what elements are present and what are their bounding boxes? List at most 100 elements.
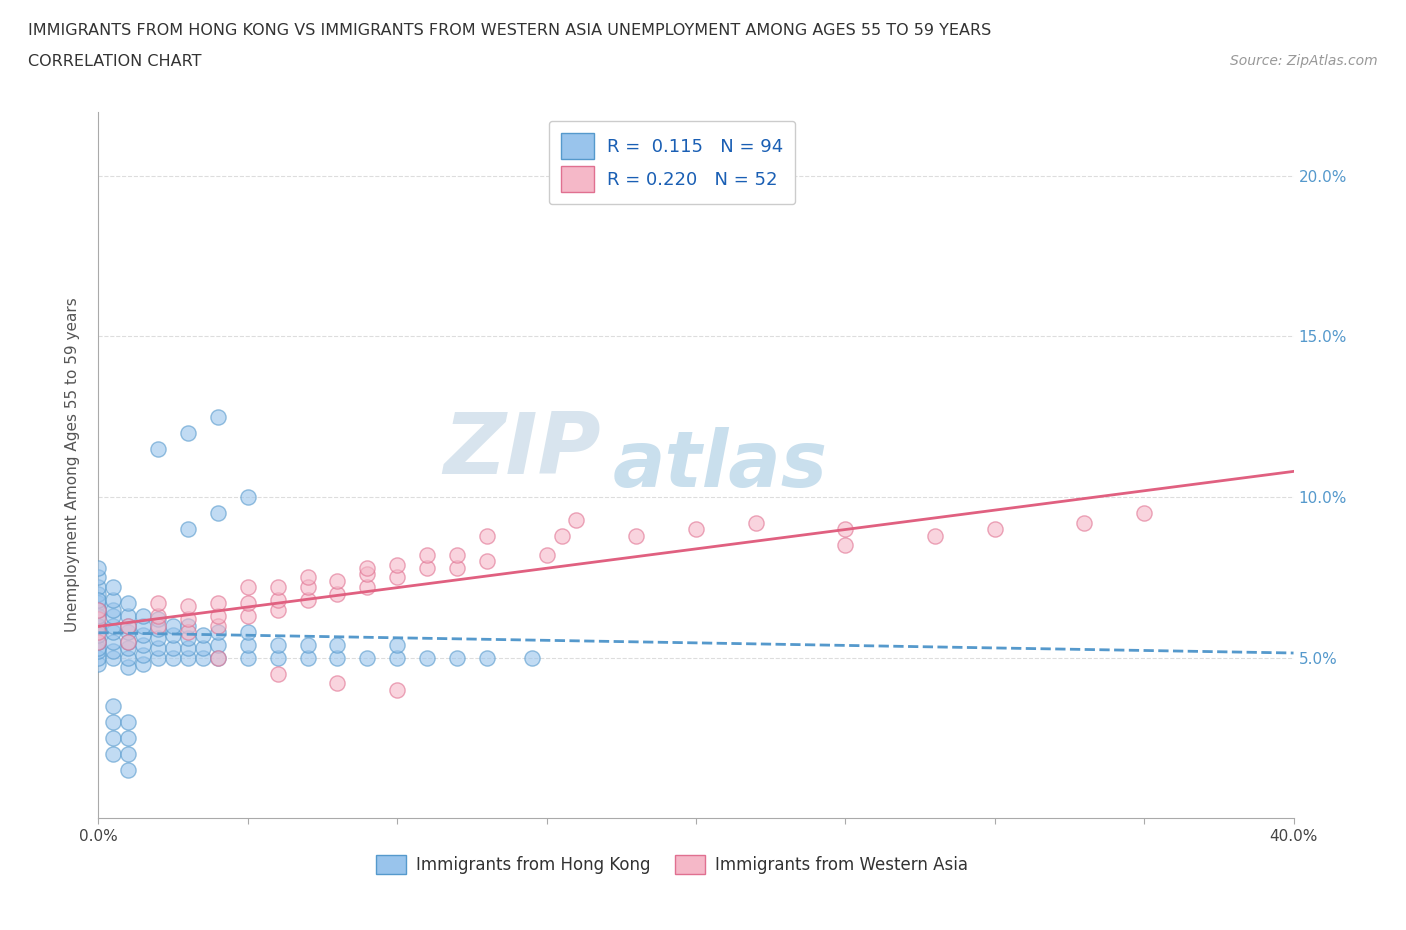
- Point: [745, 515, 768, 530]
- Point: [103, 618, 125, 633]
- Point: [446, 650, 468, 665]
- Point: [267, 579, 290, 594]
- Point: [148, 612, 170, 627]
- Point: [87, 608, 110, 623]
- Point: [87, 586, 110, 601]
- Point: [103, 608, 125, 623]
- Point: [103, 592, 125, 607]
- Point: [117, 634, 139, 649]
- Point: [177, 425, 200, 440]
- Point: [103, 731, 125, 746]
- Point: [87, 602, 110, 617]
- Point: [565, 512, 588, 527]
- Point: [326, 573, 349, 588]
- Point: [87, 618, 110, 633]
- Point: [626, 528, 648, 543]
- Text: atlas: atlas: [613, 427, 827, 503]
- Point: [236, 608, 259, 623]
- Point: [356, 579, 378, 594]
- Point: [177, 599, 200, 614]
- Point: [117, 714, 139, 729]
- Point: [385, 637, 409, 652]
- Point: [207, 650, 229, 665]
- Point: [87, 618, 110, 633]
- Point: [236, 650, 259, 665]
- Point: [236, 625, 259, 640]
- Point: [87, 592, 110, 607]
- Point: [416, 548, 439, 563]
- Point: [446, 561, 468, 576]
- Point: [207, 608, 229, 623]
- Point: [177, 625, 200, 640]
- Point: [550, 528, 572, 543]
- Point: [148, 608, 170, 623]
- Point: [924, 528, 946, 543]
- Point: [87, 570, 110, 585]
- Point: [520, 650, 543, 665]
- Point: [103, 625, 125, 640]
- Point: [148, 621, 170, 636]
- Point: [297, 579, 319, 594]
- Point: [356, 561, 378, 576]
- Point: [117, 634, 139, 649]
- Y-axis label: Unemployment Among Ages 55 to 59 years: Unemployment Among Ages 55 to 59 years: [65, 298, 80, 632]
- Point: [191, 628, 214, 643]
- Point: [177, 522, 200, 537]
- Point: [87, 625, 110, 640]
- Point: [103, 644, 125, 658]
- Point: [177, 612, 200, 627]
- Point: [385, 570, 409, 585]
- Point: [177, 650, 200, 665]
- Point: [984, 522, 1007, 537]
- Point: [236, 490, 259, 505]
- Point: [117, 731, 139, 746]
- Point: [297, 570, 319, 585]
- Point: [236, 637, 259, 652]
- Point: [87, 634, 110, 649]
- Legend: Immigrants from Hong Kong, Immigrants from Western Asia: Immigrants from Hong Kong, Immigrants fr…: [370, 848, 974, 881]
- Point: [207, 637, 229, 652]
- Point: [148, 596, 170, 611]
- Point: [87, 612, 110, 627]
- Point: [297, 637, 319, 652]
- Point: [267, 592, 290, 607]
- Point: [117, 625, 139, 640]
- Point: [1073, 515, 1095, 530]
- Point: [103, 714, 125, 729]
- Point: [297, 592, 319, 607]
- Point: [87, 644, 110, 658]
- Point: [191, 650, 214, 665]
- Point: [103, 747, 125, 762]
- Point: [103, 650, 125, 665]
- Point: [356, 650, 378, 665]
- Point: [148, 442, 170, 457]
- Point: [416, 561, 439, 576]
- Point: [267, 602, 290, 617]
- Point: [103, 698, 125, 713]
- Point: [162, 618, 184, 633]
- Text: IMMIGRANTS FROM HONG KONG VS IMMIGRANTS FROM WESTERN ASIA UNEMPLOYMENT AMONG AGE: IMMIGRANTS FROM HONG KONG VS IMMIGRANTS …: [28, 23, 991, 38]
- Point: [207, 650, 229, 665]
- Point: [87, 634, 110, 649]
- Point: [177, 631, 200, 646]
- Point: [236, 596, 259, 611]
- Point: [87, 602, 110, 617]
- Point: [87, 641, 110, 656]
- Point: [132, 637, 155, 652]
- Point: [162, 650, 184, 665]
- Point: [87, 602, 110, 617]
- Point: [87, 634, 110, 649]
- Point: [446, 548, 468, 563]
- Point: [87, 561, 110, 576]
- Text: ZIP: ZIP: [443, 409, 600, 492]
- Point: [267, 637, 290, 652]
- Point: [87, 657, 110, 671]
- Point: [267, 650, 290, 665]
- Point: [117, 660, 139, 675]
- Point: [148, 650, 170, 665]
- Point: [148, 641, 170, 656]
- Point: [267, 667, 290, 682]
- Point: [87, 628, 110, 643]
- Point: [685, 522, 707, 537]
- Point: [87, 650, 110, 665]
